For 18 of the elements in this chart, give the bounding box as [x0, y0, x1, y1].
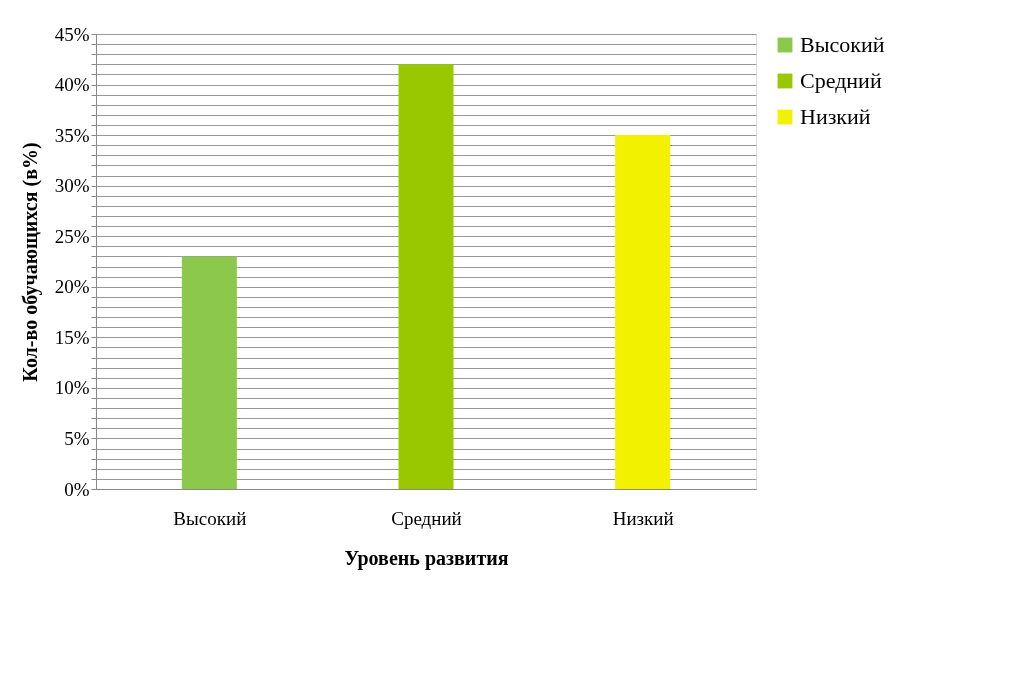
y-axis-title: Кол-во обучающихся (в%) [18, 142, 42, 382]
x-axis-title: Уровень развития [344, 546, 509, 570]
y-tick-label: 15% [54, 326, 90, 348]
x-tick-label: Средний [391, 507, 462, 529]
x-tick-label: Низкий [612, 507, 674, 529]
y-tick-label: 35% [54, 124, 90, 146]
legend-label: Средний [800, 68, 882, 93]
y-tick-label: 30% [54, 175, 90, 197]
y-tick-label: 20% [54, 276, 90, 298]
y-tick-label: 25% [54, 225, 90, 247]
x-tick-label: Высокий [173, 507, 247, 529]
y-tick-label: 10% [54, 377, 90, 399]
legend-label: Низкий [800, 104, 871, 129]
y-tick-label: 40% [54, 74, 90, 96]
legend-label: Высокий [800, 32, 885, 57]
y-tick-label: 45% [54, 23, 90, 45]
y-tick-label: 5% [64, 427, 90, 449]
y-tick-label: 0% [64, 478, 90, 500]
